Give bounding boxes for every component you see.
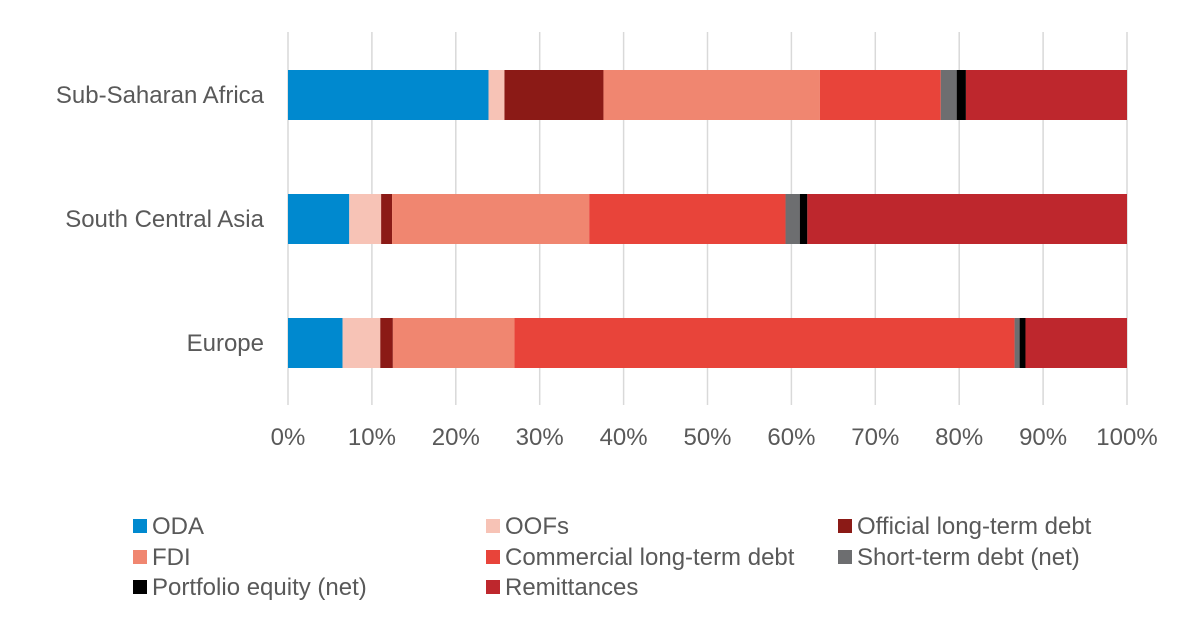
legend-label: Commercial long-term debt	[505, 544, 795, 571]
x-tick-label: 50%	[683, 424, 731, 451]
x-tick-label: 100%	[1096, 424, 1157, 451]
category-label: Sub-Saharan Africa	[56, 82, 265, 109]
legend: ODA OOFs Official long-term debt FDI Commerc…	[133, 513, 1092, 601]
bar-segment	[392, 318, 515, 368]
legend-label: Short-term debt (net)	[857, 544, 1080, 571]
x-tick-label: 10%	[348, 424, 396, 451]
bar-segment	[1019, 318, 1026, 368]
bar-segment	[381, 194, 393, 244]
x-tick-label: 70%	[851, 424, 899, 451]
x-tick-label: 60%	[767, 424, 815, 451]
bar-segment	[288, 70, 489, 120]
bar-segment	[488, 70, 505, 120]
bar-segment	[603, 70, 820, 120]
bar-segment	[504, 70, 604, 120]
legend-label: Portfolio equity (net)	[152, 574, 367, 601]
x-tick-label: 90%	[1019, 424, 1067, 451]
x-tick-label: 30%	[516, 424, 564, 451]
x-axis-ticks: 0% 10% 20% 30% 40% 50% 60% 70% 80% 90% 100%	[271, 424, 1158, 451]
legend-swatch	[133, 580, 147, 594]
legend-swatch	[486, 580, 500, 594]
legend-label: OOFs	[505, 513, 569, 540]
x-tick-label: 20%	[432, 424, 480, 451]
legend-swatch	[133, 550, 147, 564]
bar-segment	[380, 318, 393, 368]
legend-label: ODA	[152, 513, 204, 540]
bar-segment	[1025, 318, 1127, 368]
legend-label: Official long-term debt	[857, 513, 1092, 540]
bar-segment	[807, 194, 1127, 244]
bar-segment	[514, 318, 1015, 368]
bars	[288, 70, 1127, 368]
bar-segment	[1014, 318, 1020, 368]
bar-segment	[785, 194, 800, 244]
legend-swatch	[133, 519, 147, 533]
bar-segment	[392, 194, 590, 244]
category-labels: Sub-Saharan Africa South Central Asia Euro…	[56, 82, 265, 357]
bar-segment	[342, 318, 381, 368]
category-label: South Central Asia	[65, 206, 264, 233]
bar-segment	[819, 70, 941, 120]
legend-swatch	[838, 519, 852, 533]
x-tick-label: 80%	[935, 424, 983, 451]
legend-label: Remittances	[505, 574, 638, 601]
bar-segment	[799, 194, 808, 244]
bar-segment	[940, 70, 957, 120]
bar-segment	[956, 70, 966, 120]
bar-segment	[288, 318, 343, 368]
bar-segment	[965, 70, 1127, 120]
legend-label: FDI	[152, 544, 191, 571]
legend-swatch	[486, 519, 500, 533]
x-tick-label: 0%	[271, 424, 306, 451]
category-label: Europe	[187, 330, 264, 357]
bar-segment	[589, 194, 786, 244]
legend-swatch	[838, 550, 852, 564]
x-tick-label: 40%	[600, 424, 648, 451]
bar-segment	[349, 194, 382, 244]
bar-segment	[288, 194, 350, 244]
legend-swatch	[486, 550, 500, 564]
